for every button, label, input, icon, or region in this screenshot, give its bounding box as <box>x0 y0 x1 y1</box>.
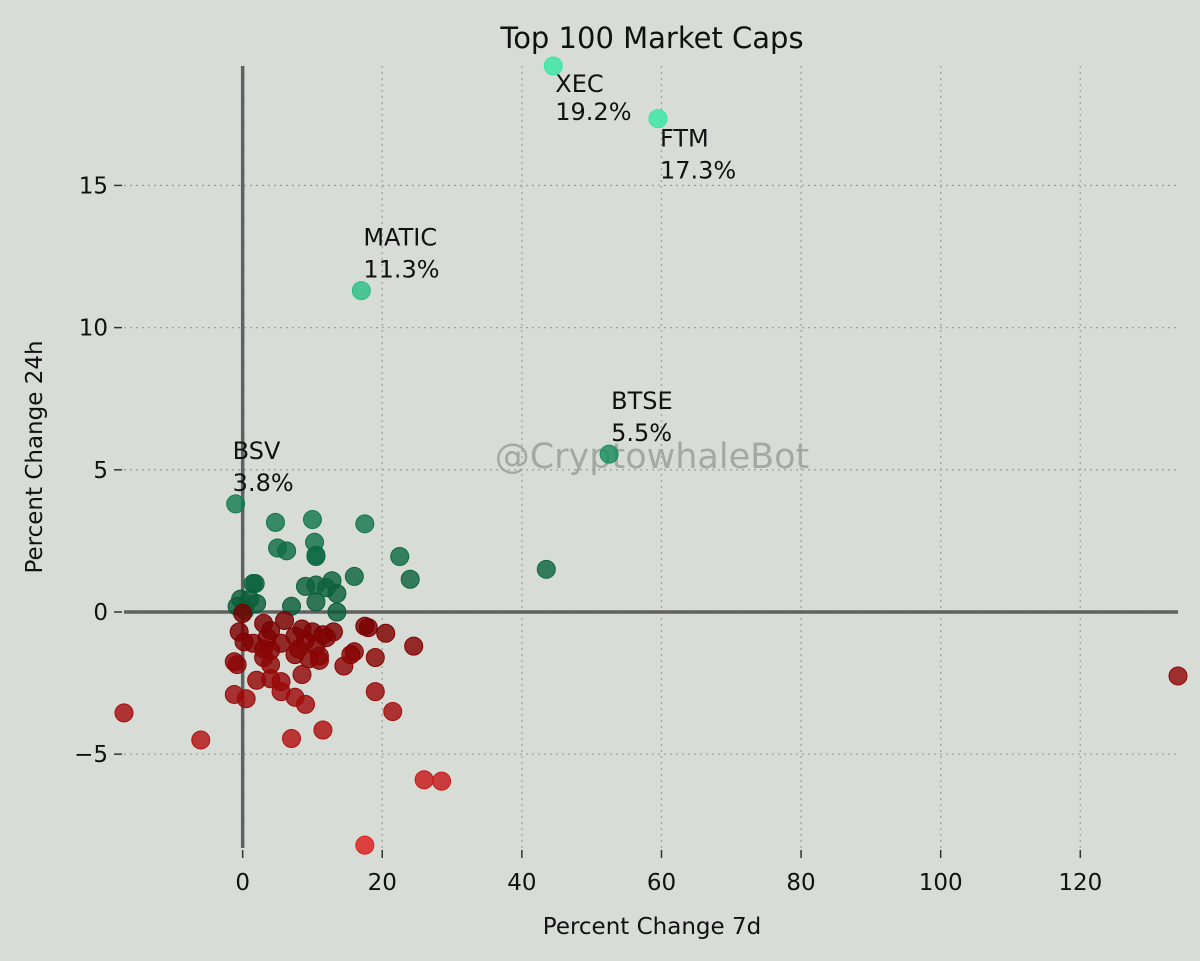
data-point <box>227 655 247 675</box>
data-point <box>275 611 295 631</box>
y-tick-label: 15 <box>79 173 108 199</box>
data-point <box>648 109 668 129</box>
data-point <box>295 694 315 714</box>
x-tick-label: 100 <box>919 870 963 896</box>
data-point <box>432 771 452 791</box>
y-axis-label: Percent Change 24h <box>22 340 48 573</box>
watermark-text: @CryptowhaleBot <box>495 437 810 477</box>
data-point <box>355 835 375 855</box>
data-point <box>243 574 263 594</box>
x-tick-label: 60 <box>647 870 676 896</box>
data-point <box>1168 666 1188 686</box>
x-tick-label: 20 <box>368 870 397 896</box>
data-point <box>383 702 403 722</box>
data-point <box>334 656 354 676</box>
data-point <box>365 647 385 667</box>
data-point <box>309 650 329 670</box>
x-axis-label: Percent Change 7d <box>543 914 761 940</box>
grid <box>124 66 1178 848</box>
annotation-value: 5.5% <box>611 419 672 447</box>
data-point <box>536 559 556 579</box>
data-point <box>292 665 312 685</box>
annotation-label: BTSE <box>611 387 673 415</box>
y-tick-label: 0 <box>93 600 108 626</box>
x-ticks: 0 20 40 60 80 100 120 <box>235 850 1102 896</box>
annotation-label: MATIC <box>363 224 437 252</box>
data-point <box>543 56 563 76</box>
data-point <box>390 547 410 567</box>
x-tick-label: 80 <box>786 870 815 896</box>
data-point <box>236 689 256 709</box>
data-point <box>265 512 285 532</box>
data-points <box>114 56 1188 855</box>
data-point <box>355 514 375 534</box>
data-point <box>327 602 347 622</box>
data-point <box>233 603 253 623</box>
annotation-value: 17.3% <box>660 157 736 185</box>
zero-axes <box>124 66 1178 848</box>
data-point <box>358 618 378 638</box>
data-point <box>306 547 326 567</box>
annotation-value: 11.3% <box>363 256 439 284</box>
annotation-label: XEC <box>555 70 603 98</box>
data-point <box>191 730 211 750</box>
annotation-value: 19.2% <box>555 98 631 126</box>
annotation-label: FTM <box>660 125 709 153</box>
y-tick-label: 5 <box>93 458 108 484</box>
data-point <box>313 720 333 740</box>
data-point <box>365 682 385 702</box>
data-point <box>414 770 434 790</box>
annotation-value: 3.8% <box>233 469 294 497</box>
data-point <box>247 670 267 690</box>
y-tick-label: −5 <box>74 742 108 768</box>
y-ticks: −5 0 5 10 15 <box>74 173 122 768</box>
data-point <box>302 510 322 530</box>
data-point <box>226 494 246 514</box>
data-point <box>351 281 371 301</box>
y-tick-label: 10 <box>79 316 108 342</box>
x-tick-label: 120 <box>1058 870 1102 896</box>
data-point <box>327 583 347 603</box>
data-point <box>344 566 364 586</box>
data-point <box>295 576 315 596</box>
data-point <box>400 569 420 589</box>
data-point <box>404 636 424 656</box>
x-tick-label: 40 <box>507 870 536 896</box>
data-point <box>277 541 297 561</box>
data-point <box>599 444 619 464</box>
data-point <box>306 592 326 612</box>
data-point <box>114 703 134 723</box>
data-point <box>376 623 396 643</box>
data-point <box>282 729 302 749</box>
annotation-label: BSV <box>233 437 281 465</box>
chart-title: Top 100 Market Caps <box>499 21 803 55</box>
x-tick-label: 0 <box>235 870 250 896</box>
